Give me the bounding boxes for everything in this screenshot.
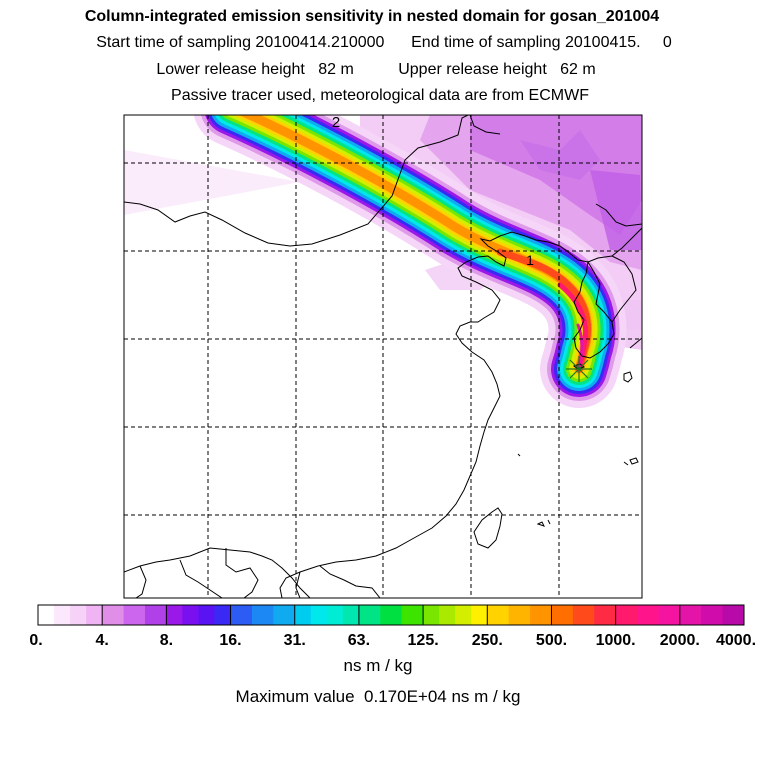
color-scale-block bbox=[144, 605, 167, 625]
color-scale-tick-label: 8. bbox=[160, 632, 173, 649]
color-scale-block bbox=[251, 605, 274, 625]
color-scale-block bbox=[594, 605, 617, 625]
color-scale-block bbox=[123, 605, 146, 625]
color-scale-block bbox=[294, 605, 312, 625]
color-scale-block bbox=[701, 605, 723, 625]
color-scale-tick-label: 16. bbox=[219, 632, 241, 649]
color-scale-block bbox=[310, 605, 328, 625]
plume-band bbox=[194, 115, 627, 408]
color-scale-block bbox=[658, 605, 681, 625]
color-scale-block bbox=[572, 605, 595, 625]
color-scale-tick-label: 4000. bbox=[716, 632, 756, 649]
sampling-times: Start time of sampling 20100414.210000 E… bbox=[96, 34, 672, 51]
color-scale-tick-label: 4. bbox=[96, 632, 109, 649]
color-scale-block bbox=[679, 605, 702, 625]
color-scale-block bbox=[38, 605, 55, 625]
color-scale-block bbox=[423, 605, 440, 625]
lat-lon-grid bbox=[124, 115, 642, 598]
trajectory-label-2: 2 bbox=[332, 114, 340, 131]
color-scale-bar bbox=[37, 604, 745, 626]
color-scale-block bbox=[54, 605, 71, 625]
color-scale-block bbox=[214, 605, 231, 625]
color-scale-block bbox=[439, 605, 456, 625]
color-scale-block bbox=[166, 605, 183, 625]
color-scale-block bbox=[70, 605, 87, 625]
color-scale-block bbox=[342, 605, 360, 625]
color-scale-tick-label: 500. bbox=[536, 632, 567, 649]
color-scale-tick-label: 250. bbox=[472, 632, 503, 649]
color-scale-block bbox=[471, 605, 488, 625]
plot-title: Column-integrated emission sensitivity i… bbox=[84, 8, 660, 25]
color-scale-block bbox=[230, 605, 253, 625]
color-scale-block bbox=[487, 605, 510, 625]
trajectory-label-1: 1 bbox=[526, 252, 534, 268]
color-scale-tick-label: 31. bbox=[284, 632, 306, 649]
color-scale-block bbox=[182, 605, 199, 625]
color-scale-tick-label: 0. bbox=[29, 632, 42, 649]
tracer-info: Passive tracer used, meteorological data… bbox=[171, 87, 589, 104]
units-label: ns m / kg bbox=[343, 656, 413, 675]
color-scale-block bbox=[401, 605, 424, 625]
color-scale-block bbox=[198, 605, 215, 625]
receptor-asterisk-marker bbox=[566, 356, 592, 382]
color-scale-tick-label: 1000. bbox=[596, 632, 636, 649]
color-scale-block bbox=[358, 605, 381, 625]
color-scale-block bbox=[86, 605, 103, 625]
color-scale-block bbox=[455, 605, 472, 625]
color-scale-block bbox=[637, 605, 659, 625]
color-scale-ticks: 0. 4. 8. 16. 31. 63. 125. 250. 500. 1000. 2000. 400… bbox=[29, 632, 756, 649]
color-scale-tick-label: 125. bbox=[408, 632, 439, 649]
color-scale-block bbox=[380, 605, 403, 625]
maximum-value: Maximum value 0.170E+04 ns m / kg bbox=[235, 687, 521, 706]
color-scale-block bbox=[530, 605, 552, 625]
color-scale-block bbox=[722, 605, 745, 625]
color-scale-block bbox=[326, 605, 344, 625]
coastlines bbox=[124, 115, 642, 598]
color-scale-tick-label: 63. bbox=[348, 632, 370, 649]
color-scale-block bbox=[551, 605, 574, 625]
color-scale-block bbox=[615, 605, 638, 625]
release-heights: Lower release height 82 m Upper release … bbox=[156, 61, 596, 78]
color-scale-block bbox=[273, 605, 296, 625]
color-scale-block bbox=[508, 605, 531, 625]
color-scale-tick-label: 2000. bbox=[660, 632, 700, 649]
map-frame bbox=[123, 114, 643, 599]
color-scale-block bbox=[102, 605, 124, 625]
